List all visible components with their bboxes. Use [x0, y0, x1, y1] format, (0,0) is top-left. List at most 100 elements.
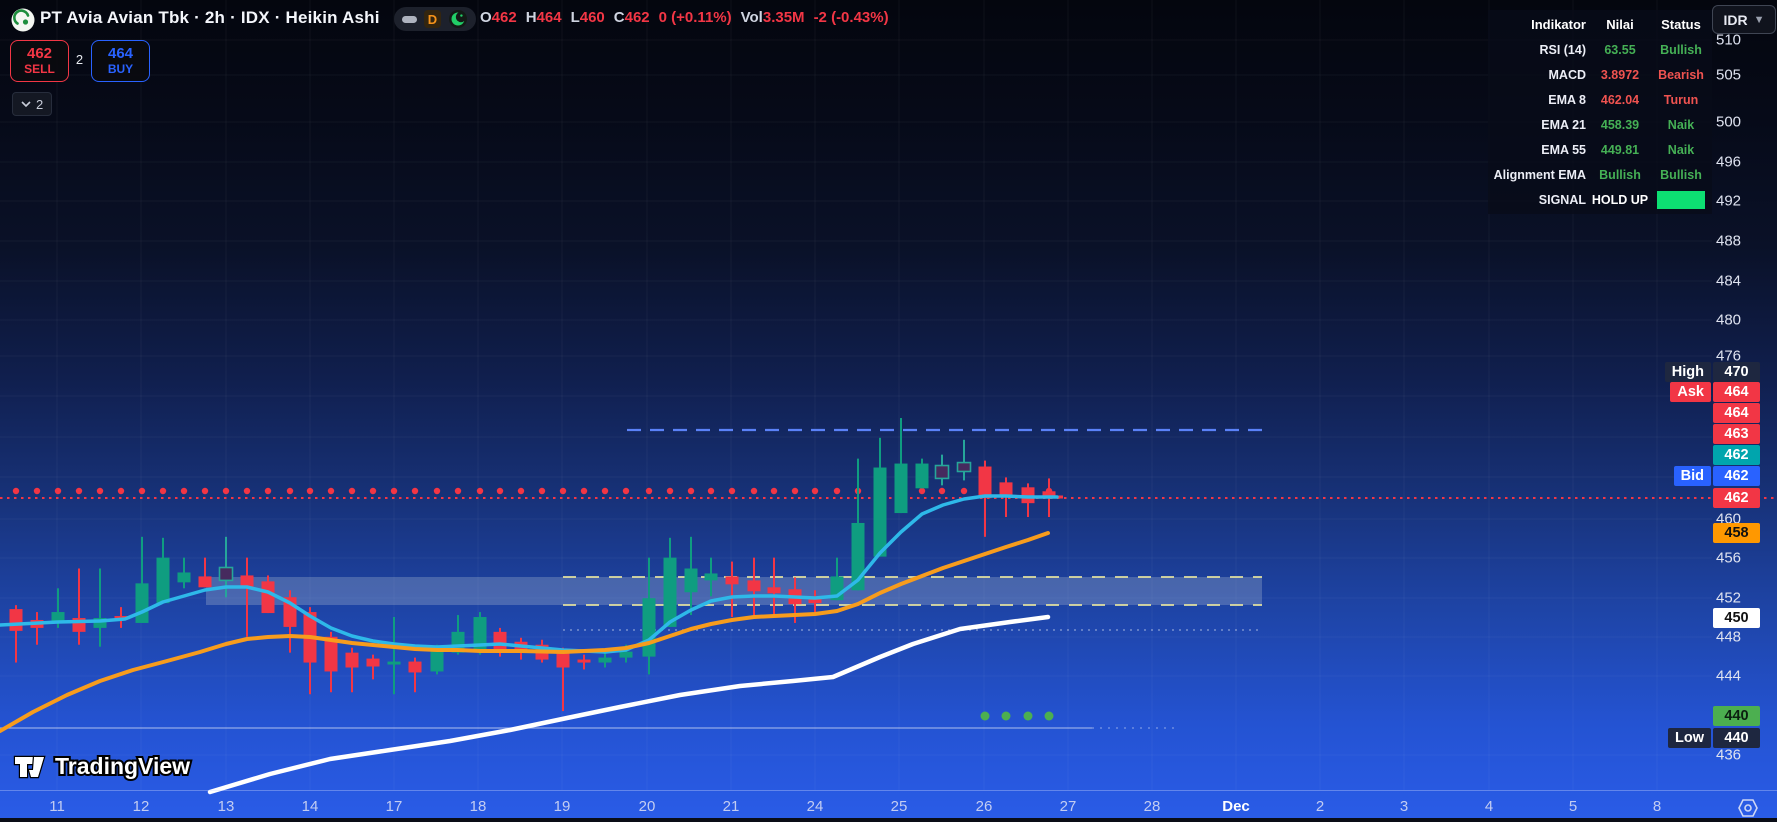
indicator-status: Bullish	[1660, 42, 1702, 57]
price-tick-label: 500	[1716, 113, 1742, 131]
indicator-status-panel: Indikator Nilai Status RSI (14) 63.55 Bullish…	[1488, 10, 1712, 214]
open-value: 462	[491, 9, 517, 26]
candle	[598, 657, 612, 663]
price-badge-458: 458	[1713, 523, 1760, 543]
spread-value: 2	[75, 52, 84, 67]
tradingview-wordmark: TradingView	[53, 751, 192, 781]
tradingview-watermark[interactable]: TradingView	[13, 750, 218, 782]
price-tag-ask: Ask	[1670, 382, 1711, 402]
time-label-27: 27	[1059, 798, 1077, 815]
time-label-4: 4	[1484, 798, 1494, 815]
price-tick-label: 492	[1716, 192, 1742, 210]
buy-button[interactable]: 464 BUY	[91, 40, 150, 82]
candle	[577, 659, 591, 663]
price-tag-high: High	[1664, 362, 1711, 382]
candle	[1021, 487, 1035, 504]
price-tick-label: 456	[1716, 549, 1742, 567]
candle	[473, 617, 487, 651]
time-label-14: 14	[301, 798, 319, 815]
price-tick-label: 484	[1716, 272, 1742, 290]
candle	[408, 661, 422, 673]
candle	[978, 466, 992, 499]
indicator-status: Turun	[1663, 92, 1699, 107]
volume-change-value: -2 (-0.43%)	[813, 9, 889, 26]
time-label-5: 5	[1568, 798, 1578, 815]
buy-label: BUY	[107, 61, 134, 76]
signal-green-box	[1657, 190, 1705, 209]
indicator-row: SIGNAL HOLD UP	[1488, 187, 1712, 212]
bottom-border-bar	[0, 818, 1777, 822]
column-header: Status	[1661, 17, 1701, 32]
high-value: 464	[536, 9, 562, 26]
dark-mode-moon-icon[interactable]	[448, 9, 468, 29]
indicator-row: RSI (14) 63.55 Bullish	[1488, 37, 1712, 62]
indicator-status: Naik	[1667, 117, 1695, 132]
time-label-28: 28	[1143, 798, 1161, 815]
time-label-2: 2	[1315, 798, 1325, 815]
time-label-21: 21	[722, 798, 740, 815]
candle	[51, 612, 65, 623]
candle	[177, 572, 191, 583]
candle	[366, 658, 380, 667]
price-tick-label: 452	[1716, 589, 1742, 607]
indicator-name: RSI (14)	[1539, 42, 1586, 57]
volume-value: 3.35M	[762, 9, 805, 26]
time-label-20: 20	[638, 798, 656, 815]
price-tag-bid: Bid	[1673, 466, 1711, 486]
green-signal-dots	[980, 711, 1054, 721]
time-label-18: 18	[469, 798, 487, 815]
time-label-25: 25	[890, 798, 908, 815]
candle	[999, 482, 1013, 496]
indicator-status	[1650, 190, 1712, 209]
indicator-name: Alignment EMA	[1493, 167, 1586, 182]
candle	[704, 573, 718, 581]
indicator-name: MACD	[1548, 67, 1587, 82]
indicator-value: Bullish	[1599, 167, 1641, 182]
axis-settings-gear-icon[interactable]	[1735, 797, 1761, 819]
price-badge-440: 440	[1713, 706, 1760, 726]
indicator-name: EMA 21	[1541, 117, 1586, 132]
indicator-value: 449.81	[1600, 142, 1640, 157]
price-badge-462: 462	[1713, 488, 1760, 508]
candle	[873, 467, 887, 557]
sell-price: 462	[26, 45, 53, 63]
candle	[747, 580, 761, 592]
time-axis[interactable]: 11 12 13 14 17 18 19 20 21 24 25 26 27 28 Dec 2 3 4 5 8	[0, 790, 1777, 822]
currency-dropdown[interactable]: IDR ▼	[1712, 5, 1776, 34]
header-toolbar-pill: D	[394, 7, 476, 31]
indicator-row: EMA 55 449.81 Naik	[1488, 137, 1712, 162]
indicator-value: 63.55	[1604, 42, 1636, 57]
indicator-row: EMA 21 458.39 Naik	[1488, 112, 1712, 137]
time-label-13: 13	[217, 798, 235, 815]
candle	[240, 575, 254, 588]
collapse-count: 2	[36, 96, 44, 112]
price-tick-label: 496	[1716, 153, 1742, 171]
time-label-19: 19	[553, 798, 571, 815]
price-tick-label: 448	[1716, 628, 1742, 646]
candle	[156, 557, 170, 604]
high-label: H	[525, 9, 537, 26]
price-badge-464: 464	[1713, 403, 1760, 423]
buy-price: 464	[107, 45, 134, 63]
time-label-8: 8	[1652, 798, 1662, 815]
price-tick-label: 488	[1716, 232, 1742, 250]
candle	[556, 652, 570, 668]
price-badge-464: 464	[1713, 382, 1760, 402]
candles	[9, 418, 1056, 712]
column-header: Indikator	[1531, 17, 1586, 32]
sell-button[interactable]: 462 SELL	[10, 40, 69, 82]
interval-d-button[interactable]: D	[424, 10, 441, 28]
object-tree-collapse-button[interactable]: 2	[12, 92, 53, 116]
low-label: L	[570, 9, 580, 26]
candle	[915, 463, 929, 489]
chevron-down-icon: ▼	[1753, 13, 1765, 26]
change-value: 0 (+0.11%)	[658, 9, 732, 26]
open-label: O	[480, 9, 492, 26]
time-label-12: 12	[132, 798, 150, 815]
indicator-value: 458.39	[1600, 117, 1640, 132]
bar-style-icon[interactable]	[402, 15, 417, 23]
tradingview-logo-icon	[13, 755, 46, 779]
chevron-down-icon	[21, 100, 31, 107]
price-badge-440: 440	[1713, 728, 1760, 748]
